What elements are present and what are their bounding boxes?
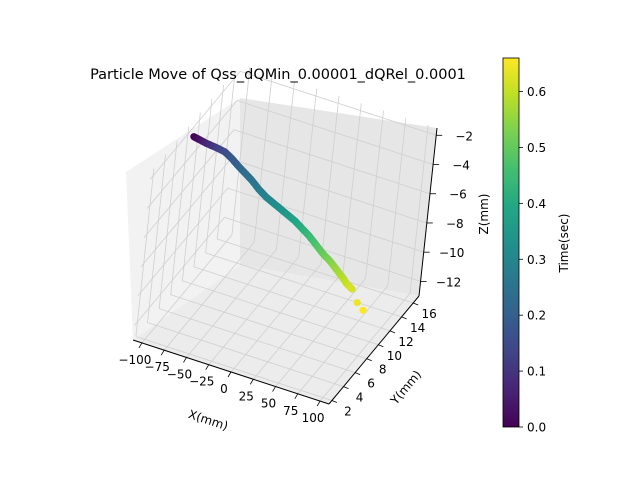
y-tick-mark	[366, 358, 372, 362]
grid-line-y	[135, 168, 333, 401]
grid-line-y	[205, 84, 402, 318]
grid-line-x	[186, 81, 295, 358]
x-tick-label: −100	[118, 353, 151, 367]
chart-title: Particle Move of Qss_dQMin_0.00001_dQRel…	[90, 67, 466, 83]
y-tick-mark	[401, 316, 407, 320]
grid-line-x	[163, 74, 273, 351]
y-tick-label: 6	[367, 377, 375, 391]
grid-line-z	[143, 129, 431, 238]
x-ticks: −100−75−50−25 0 25 50 75 100	[118, 342, 325, 425]
grid-line-y	[170, 126, 367, 360]
y-tick-label: 10	[387, 349, 402, 363]
z-tick-label: −6	[449, 188, 467, 202]
x-tick-mark	[183, 357, 187, 363]
grid-line-x	[230, 95, 340, 373]
data-point	[359, 306, 367, 314]
x-tick-label: 50	[261, 397, 276, 411]
grid-line-x	[297, 117, 407, 395]
colorbar-tick-label: 0.5	[527, 141, 546, 155]
colorbar-tick-label: 0.4	[527, 197, 546, 211]
y-tick-mark	[331, 400, 338, 403]
grid-line-y	[158, 140, 356, 374]
x-tick-mark	[316, 400, 321, 407]
y-tick-label: 8	[379, 363, 387, 377]
grid-line-y	[181, 112, 379, 346]
z-ticks: −2 −4 −6 −8 −10 −12	[420, 129, 473, 289]
grid-line-x	[275, 110, 384, 387]
colorbar-gradient	[502, 57, 520, 428]
pane-left	[126, 98, 240, 340]
z-axis-label: Z(mm)	[477, 194, 491, 235]
z-tick-label: −10	[439, 246, 464, 260]
grid-line-y	[193, 98, 391, 332]
data-point	[348, 285, 356, 293]
x-tick-mark	[294, 393, 299, 400]
y-tick-mark	[354, 372, 361, 376]
x-tick-mark	[160, 349, 165, 356]
grid-line-z	[137, 187, 424, 297]
z-tick-label: −2	[455, 129, 473, 143]
grid-line-z	[134, 216, 421, 326]
colorbar-tick-label: 0.1	[527, 365, 546, 379]
x-tick-label: −75	[145, 360, 170, 374]
grid-line-x	[319, 125, 429, 402]
y-tick-mark	[413, 302, 419, 306]
grid-line-z	[149, 70, 437, 180]
y-tick-mark	[378, 344, 384, 348]
z-tick-label: −12	[436, 275, 461, 289]
colorbar-tick-label: 0.0	[527, 421, 546, 435]
x-tick-mark	[138, 342, 143, 349]
y-tick-label: 12	[398, 335, 413, 349]
x-tick-label: 0	[220, 382, 228, 396]
y-tick-mark	[343, 386, 349, 389]
x-tick-label: 100	[302, 411, 325, 425]
grid-line-x	[252, 103, 362, 380]
x-tick-mark	[227, 371, 232, 378]
y-axis-line	[328, 295, 420, 405]
colorbar-tick-label: 0.6	[527, 85, 546, 99]
colorbar-label: Time(sec)	[557, 214, 571, 274]
x-tick-mark	[272, 386, 276, 392]
data-points	[190, 133, 367, 314]
y-tick-label: 14	[410, 321, 425, 335]
grid-line-z	[146, 100, 434, 209]
y-axis-label: Y(mm)	[387, 368, 424, 408]
x-tick-mark	[205, 364, 210, 370]
grid-line-y	[147, 154, 344, 387]
grid-line-x	[141, 66, 251, 344]
y-tick-label: 2	[344, 405, 352, 419]
colorbar-tick-label: 0.2	[527, 309, 546, 323]
data-point	[353, 299, 361, 307]
z-axis-line	[418, 127, 438, 297]
x-tick-label: 25	[239, 389, 254, 403]
x-tick-label: 75	[283, 404, 298, 418]
y-tick-label: 4	[356, 391, 364, 405]
y-tick-mark	[389, 330, 396, 334]
z-tick-label: −4	[452, 159, 470, 173]
x-tick-label: −25	[189, 375, 214, 389]
grid-lines	[134, 66, 437, 402]
colorbar-tick-label: 0.3	[527, 253, 546, 267]
x-tick-mark	[249, 379, 254, 385]
colorbar-ticks: 0.0 0.1 0.2 0.3 0.4 0.5 0.6	[519, 85, 546, 435]
x-tick-label: −50	[167, 367, 192, 381]
colorbar: 0.0 0.1 0.2 0.3 0.4 0.5 0.6 Time(sec)	[502, 57, 571, 435]
grid-line-x	[208, 88, 318, 365]
y-tick-label: 16	[422, 307, 437, 321]
z-tick-label: −8	[446, 217, 464, 231]
x-axis-label: X(mm)	[187, 407, 230, 433]
